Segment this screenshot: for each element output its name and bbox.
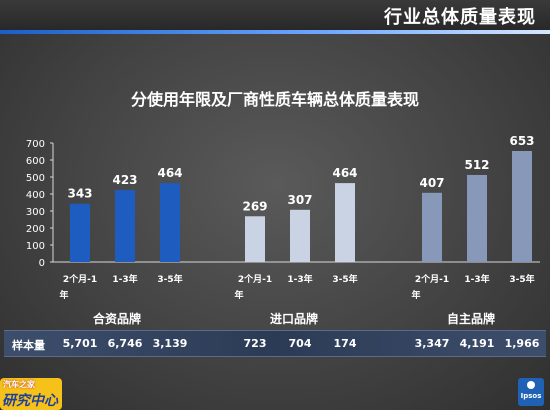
bar (467, 174, 487, 262)
data-label: 653 (509, 134, 534, 148)
group-label: 自主品牌 (447, 311, 495, 326)
page-title: 行业总体质量表现 (384, 7, 536, 28)
data-label: 512 (464, 158, 489, 172)
sample-size-value: 723 (243, 337, 267, 350)
sample-size-row (4, 330, 546, 357)
data-label: 423 (112, 173, 137, 187)
bar-chart: 0 100 200 300 400 500 600 700 343 2个月-1 年 423 1-3年 46… (26, 134, 540, 326)
sample-size-label: 样本量 (12, 339, 45, 352)
logo-dot-icon (527, 381, 535, 389)
data-label: 269 (242, 199, 267, 213)
data-label: 343 (67, 187, 92, 201)
bar (70, 203, 90, 262)
logo-text-top: 汽车之家 (3, 380, 35, 389)
ipsos-logo: Ipsos (518, 378, 544, 406)
sample-size-value: 3,347 (414, 337, 450, 350)
x-tick-label: 1-3年 (287, 273, 312, 285)
x-tick-label: 3-5年 (332, 273, 357, 285)
x-tick-label: 1-3年 (112, 273, 137, 285)
sample-size-value: 174 (333, 337, 357, 350)
bar (115, 190, 135, 262)
sample-size-value: 4,191 (459, 337, 495, 350)
chart-title: 分使用年限及厂商性质车辆总体质量表现 (130, 90, 419, 109)
group-label: 进口品牌 (270, 311, 318, 326)
x-tick-label: 2个月-1 年 (234, 273, 272, 301)
sample-size-value: 6,746 (107, 337, 143, 350)
bar (422, 192, 442, 262)
x-tick-label: 1-3年 (464, 273, 489, 285)
y-tick-label: 500 (26, 173, 45, 184)
logo-text-bottom: 研究中心 (2, 393, 58, 409)
sample-size-value: 5,701 (62, 337, 98, 350)
y-tick-label: 0 (39, 258, 45, 269)
top-bar (0, 0, 550, 34)
y-tick-label: 400 (26, 190, 45, 201)
data-label: 464 (157, 166, 182, 180)
y-tick-label: 100 (26, 241, 45, 252)
x-tick-label: 2个月-1 年 (59, 273, 97, 301)
data-label: 307 (287, 193, 312, 207)
bar (290, 209, 310, 262)
group-label: 合资品牌 (93, 311, 141, 326)
x-tick-label: 3-5年 (157, 273, 182, 285)
data-label: 407 (419, 176, 444, 190)
bar (512, 150, 532, 262)
x-tick-label: 3-5年 (509, 273, 534, 285)
x-tick-label: 2个月-1 年 (411, 273, 449, 301)
y-tick-label: 600 (26, 156, 45, 167)
autohome-research-logo: 汽车之家 研究中心 (0, 378, 62, 410)
y-tick-label: 200 (26, 224, 45, 235)
sample-size-value: 1,966 (504, 337, 540, 350)
y-tick-label: 700 (26, 139, 45, 150)
sample-size-value: 704 (288, 337, 312, 350)
y-tick-label: 300 (26, 207, 45, 218)
ipsos-logo-text: Ipsos (520, 392, 542, 400)
bar (335, 183, 355, 262)
data-label: 464 (332, 166, 357, 180)
bar (245, 216, 265, 262)
accent-line (0, 30, 550, 34)
bar (160, 183, 180, 262)
sample-size-value: 3,139 (152, 337, 188, 350)
